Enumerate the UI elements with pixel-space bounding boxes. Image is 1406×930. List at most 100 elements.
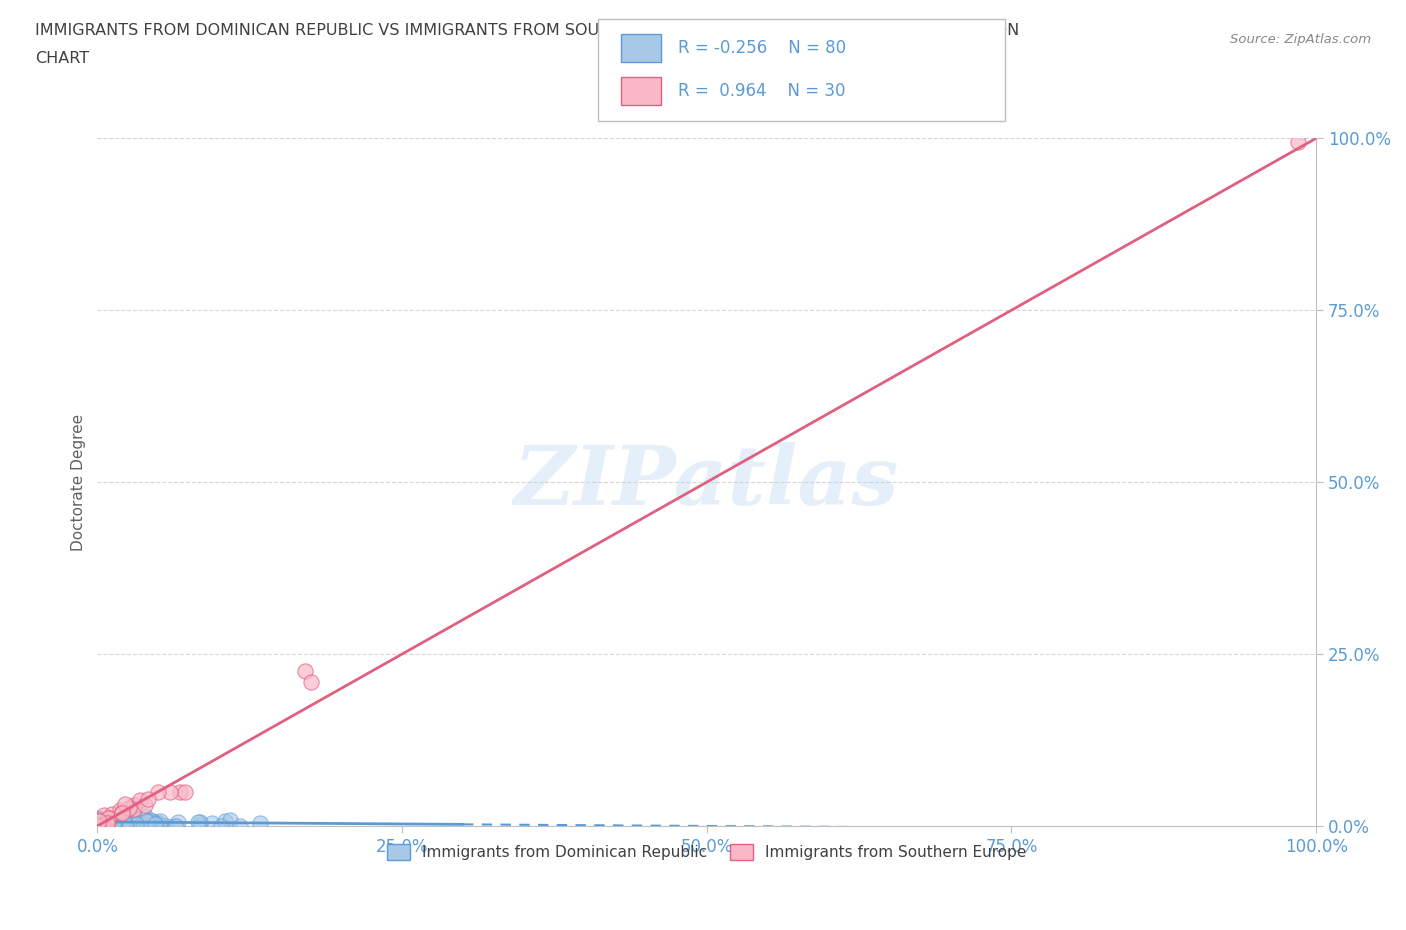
Point (86, 817, 108, 832)
Point (143, 816, 166, 830)
Point (209, 818, 232, 833)
Point (110, 817, 132, 831)
Point (122, 802, 145, 817)
Point (111, 810, 134, 825)
Point (96, 816, 118, 830)
Point (141, 816, 163, 830)
Point (188, 817, 211, 832)
Point (200, 816, 222, 830)
Point (149, 814, 172, 829)
Point (115, 813, 138, 828)
Point (134, 808, 156, 823)
Point (156, 818, 179, 833)
Point (115, 816, 138, 830)
Point (134, 797, 156, 812)
Point (141, 813, 163, 828)
Point (112, 813, 135, 828)
Point (105, 814, 128, 829)
Point (94, 815, 117, 830)
Point (87, 818, 110, 833)
Point (249, 815, 271, 830)
Point (1286, 134, 1309, 149)
Point (110, 806, 132, 821)
Point (104, 816, 127, 830)
Point (90, 815, 112, 830)
Point (219, 813, 242, 828)
Point (105, 814, 128, 829)
Point (103, 817, 125, 831)
Point (93, 814, 115, 829)
Point (118, 817, 141, 831)
Point (166, 815, 188, 830)
Point (114, 818, 136, 833)
Point (86, 814, 108, 829)
Text: CHART: CHART (35, 51, 89, 66)
Point (101, 816, 124, 830)
Point (132, 816, 155, 830)
Point (143, 817, 166, 831)
Text: Source: ZipAtlas.com: Source: ZipAtlas.com (1230, 33, 1371, 46)
Text: R = -0.256    N = 80: R = -0.256 N = 80 (678, 39, 846, 58)
Point (139, 813, 162, 828)
Point (174, 784, 197, 799)
Point (107, 813, 129, 828)
Point (93, 817, 115, 831)
Point (229, 818, 252, 833)
Point (105, 817, 128, 831)
Point (188, 815, 211, 830)
Point (214, 814, 236, 829)
Text: ZIPatlas: ZIPatlas (515, 442, 900, 522)
Point (97, 813, 120, 828)
Point (114, 796, 136, 811)
Point (110, 813, 132, 828)
Y-axis label: Doctorate Degree: Doctorate Degree (72, 414, 86, 551)
Text: R =  0.964    N = 30: R = 0.964 N = 30 (678, 82, 845, 100)
Point (294, 664, 316, 679)
Point (120, 813, 142, 828)
Point (145, 815, 167, 830)
Point (112, 812, 135, 827)
Point (136, 791, 159, 806)
Point (87, 811, 110, 826)
Point (122, 797, 145, 812)
Point (97, 815, 120, 830)
Point (100, 814, 122, 829)
Point (97, 811, 120, 826)
Point (128, 792, 150, 807)
Point (93, 807, 115, 822)
Point (118, 813, 141, 828)
Point (87, 818, 110, 833)
Point (87, 814, 110, 829)
Point (93, 815, 115, 830)
Point (104, 816, 127, 830)
Point (115, 810, 138, 825)
Point (111, 805, 134, 820)
Point (135, 814, 157, 829)
Point (101, 817, 124, 831)
Point (89, 817, 111, 831)
Point (299, 674, 322, 689)
Point (90, 816, 112, 830)
Point (103, 816, 125, 830)
Point (136, 814, 159, 829)
Text: IMMIGRANTS FROM DOMINICAN REPUBLIC VS IMMIGRANTS FROM SOUTHERN EUROPE DOCTORATE : IMMIGRANTS FROM DOMINICAN REPUBLIC VS IM… (35, 23, 1019, 38)
Point (148, 784, 170, 799)
Point (135, 816, 157, 830)
Point (114, 817, 136, 832)
Point (87, 813, 110, 828)
Point (97, 815, 120, 830)
Point (101, 806, 124, 821)
Point (108, 818, 131, 833)
Point (94, 815, 117, 830)
Point (110, 803, 132, 817)
Point (165, 818, 187, 833)
Point (125, 810, 148, 825)
Point (89, 812, 111, 827)
Point (112, 812, 135, 827)
Point (93, 817, 115, 832)
Point (120, 811, 142, 826)
Point (90, 815, 112, 830)
Point (129, 816, 152, 830)
Point (163, 818, 186, 833)
Point (112, 810, 135, 825)
